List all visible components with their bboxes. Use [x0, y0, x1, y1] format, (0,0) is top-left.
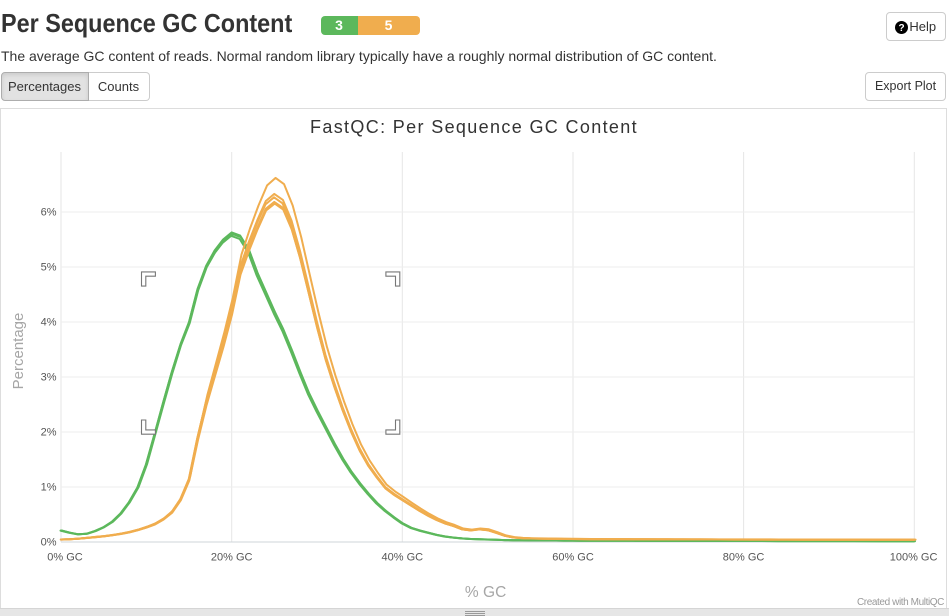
- svg-text:0% GC: 0% GC: [47, 552, 83, 564]
- svg-text:20% GC: 20% GC: [211, 552, 253, 564]
- svg-text:5%: 5%: [41, 262, 57, 274]
- svg-text:1%: 1%: [41, 482, 57, 494]
- svg-text:FastQC: Per Sequence GC Conten: FastQC: Per Sequence GC Content: [310, 117, 638, 137]
- svg-text:4%: 4%: [41, 317, 57, 329]
- svg-text:6%: 6%: [41, 207, 57, 219]
- svg-text:2%: 2%: [41, 427, 57, 439]
- svg-text:80% GC: 80% GC: [723, 552, 765, 564]
- svg-text:100% GC: 100% GC: [890, 552, 938, 564]
- svg-text:3%: 3%: [41, 372, 57, 384]
- svg-text:60% GC: 60% GC: [552, 552, 594, 564]
- svg-text:?: ?: [899, 23, 905, 34]
- svg-text:0%: 0%: [41, 537, 57, 549]
- svg-text:Percentage: Percentage: [10, 313, 27, 390]
- svg-text:% GC: % GC: [465, 584, 506, 601]
- svg-text:40% GC: 40% GC: [382, 552, 424, 564]
- svg-text:Created with MultiQC: Created with MultiQC: [857, 597, 944, 608]
